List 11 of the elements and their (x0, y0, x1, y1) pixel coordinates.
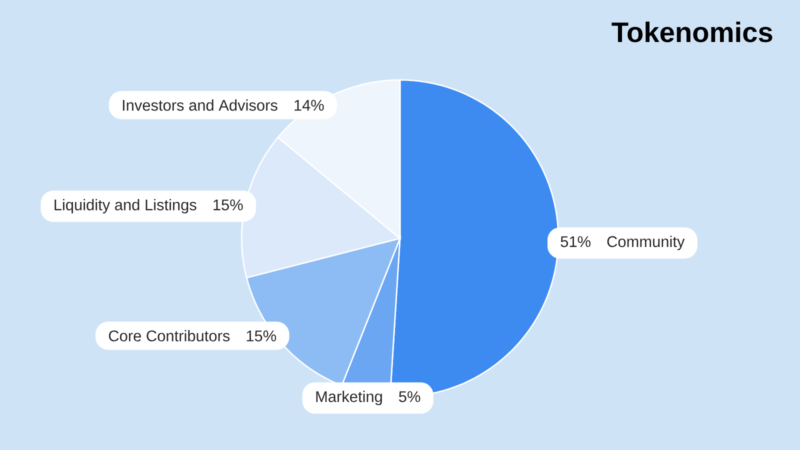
chart-title: Tokenomics (612, 22, 772, 42)
slice-label: Marketing (316, 390, 382, 406)
slice-label: Investors and Advisors (122, 99, 278, 111)
data-label: 51% (560, 236, 590, 248)
slice-label: Liquidity and Listings (54, 199, 196, 214)
data-label: 14% (294, 100, 324, 111)
slice-label: Core Contributors (108, 330, 230, 342)
data-label: 5% (399, 391, 420, 402)
data-label: 15% (246, 330, 276, 342)
slice-label: Community (607, 236, 685, 250)
data-label: 15% (214, 199, 243, 210)
